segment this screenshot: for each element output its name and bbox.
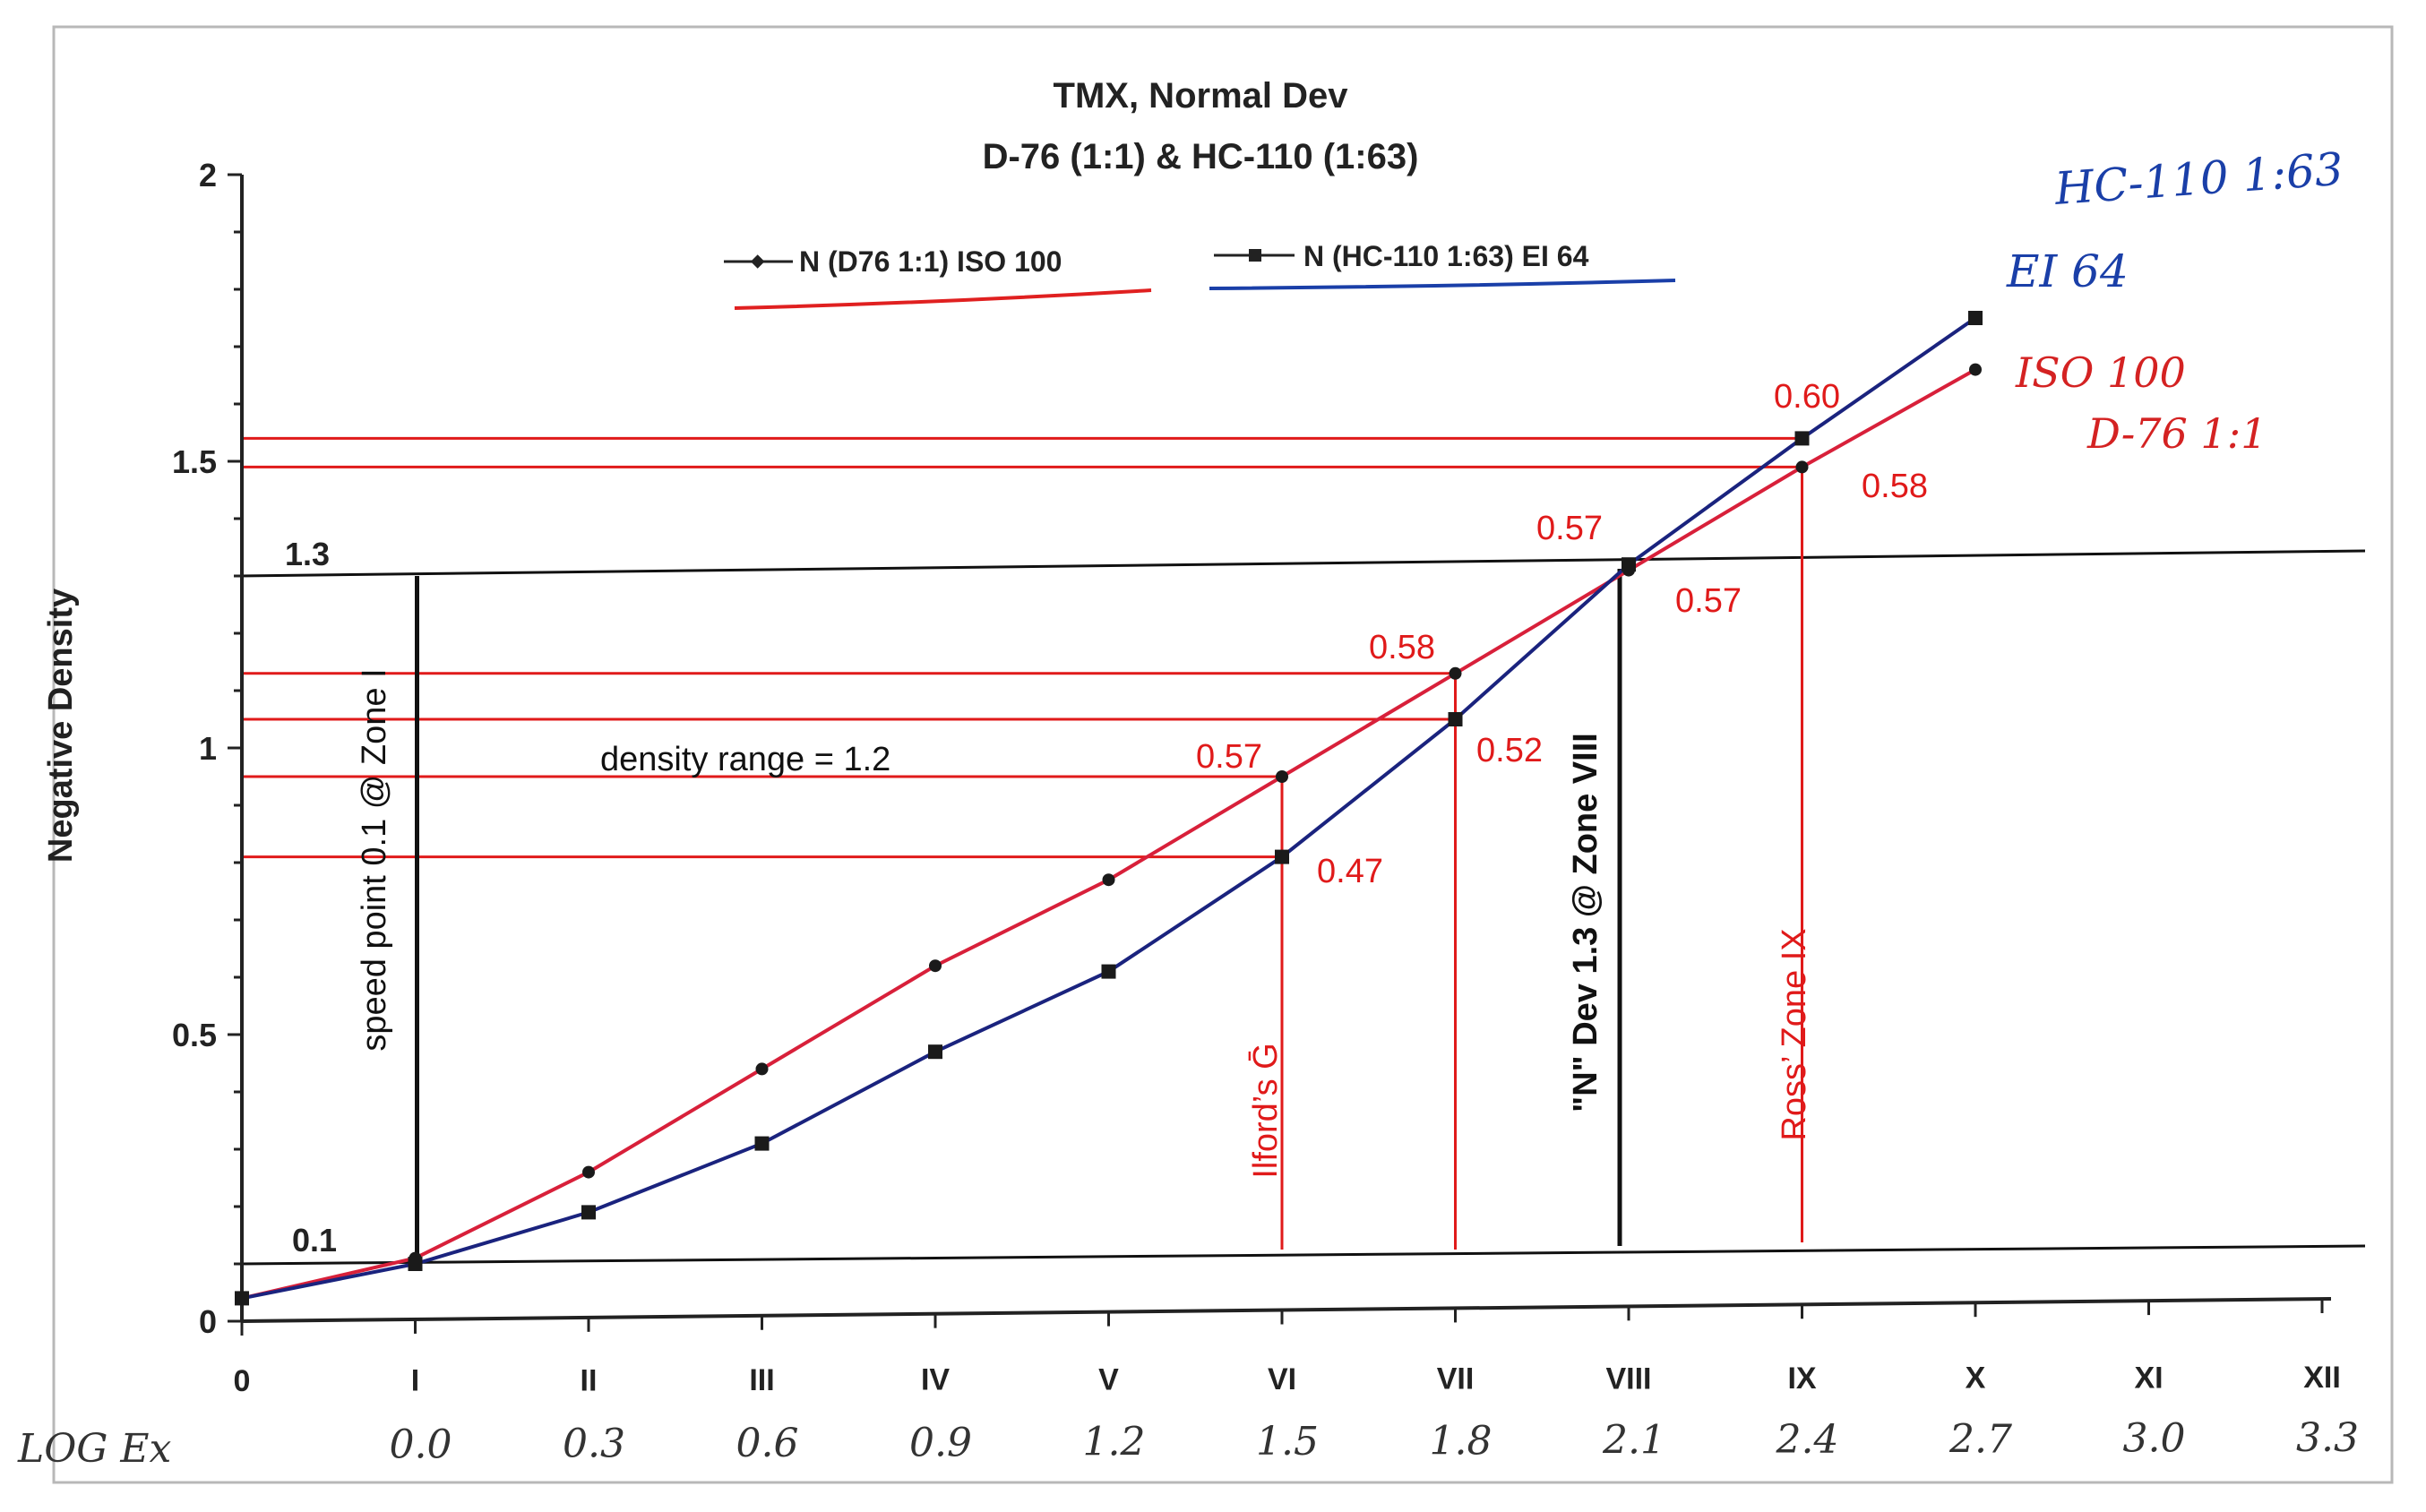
density-range-label: density range = 1.2 [600,741,890,778]
hc110-series-line [241,316,1977,1301]
log-exposure-label: 2.7 [1949,1416,2012,1462]
ross-label: Ross’ Zone IX [1776,928,1813,1140]
log-exposure-label: 1.8 [1430,1418,1493,1464]
handwritten-hc110-note: HC-110 1:63 [2052,143,2345,215]
axes: 0 0.5 1 1.5 2 0 I 0.0 II 0.3 III 0.6 IV 0.9 V 1.2 VI 1.5 V… [172,157,2359,1467]
d76-series-point [929,959,942,973]
d76-series-point [1276,770,1288,783]
chart-subtitle: D-76 (1:1) & HC-110 (1:63) [983,137,1419,176]
x-tick-label: VIII [1605,1362,1651,1396]
gradient-label-hc110-vi: 0.47 [1317,853,1383,890]
ilford-label: Ilford’s Ḡ [1247,1043,1285,1178]
hc110-series-point [1794,431,1810,446]
log-exposure-label: 0.6 [736,1421,799,1466]
hc110-series-point [581,1205,596,1220]
d76-series-line [241,367,1976,1301]
hc110-series-point [408,1257,423,1271]
speed-point-label: speed point 0.1 @ Zone I [356,668,393,1051]
d76-series-point [1102,873,1115,887]
y-tick-label: 1.5 [172,443,217,480]
annotations: 1.3 0.1 density range = 1.2 speed point 0.1… [285,378,1928,1259]
hc110-series-point [754,1136,770,1151]
gradient-label-d76-vi: 0.57 [1196,738,1262,776]
log-exposure-label: 0.3 [563,1422,625,1467]
log-exposure-axis-label: LOG Ex [17,1426,172,1472]
legend-hc110-label: N (HC-110 1:63) EI 64 [1303,240,1589,272]
d76-series-point [1449,666,1462,680]
gradient-label-hc110-vii: 0.52 [1476,732,1543,769]
hc110-series-point [1968,311,1983,325]
log-exposure-label: 0.0 [390,1422,452,1467]
x-tick-label: IX [1787,1362,1816,1396]
handwritten-d76-note: D-76 1:1 [2086,409,2267,458]
log-exposure-label: 2.1 [1602,1418,1665,1464]
hc110-series-point [928,1044,942,1060]
gradient-label-d76-viii: 0.57 [1536,510,1603,547]
x-tick-label: X [1966,1362,1986,1396]
x-tick-label: VII [1437,1362,1475,1396]
d76-series-point [1795,460,1809,474]
hc110-series-point [1275,849,1289,864]
x-tick-label: III [749,1363,774,1397]
chart-title: TMX, Normal Dev [1054,76,1349,116]
log-exposure-label: 3.3 [2296,1415,2359,1461]
legend: N (D76 1:1) ISO 100 N (HC-110 1:63) EI 6… [724,240,1676,310]
gradient-label-d76-vii: 0.58 [1369,629,1435,666]
gradient-label-d76-ix: 0.58 [1862,468,1928,505]
log-exposure-label: 1.2 [1083,1420,1146,1465]
x-tick-label: XII [2303,1361,2341,1395]
legend-d76-underline [734,288,1152,310]
level-label-1-3: 1.3 [285,536,330,572]
handwritten-iso-note: ISO 100 [2015,348,2186,397]
y-axis-label: Negative Density [42,588,80,863]
log-exposure-label: 2.4 [1776,1417,1839,1463]
y-tick-label: 2 [199,157,217,193]
legend-d76-marker [750,254,765,269]
gradient-label-hc110-viii: 0.57 [1675,582,1742,620]
x-tick-label: 0 [234,1364,251,1398]
y-tick-label: 0 [199,1303,217,1340]
d76-series-point [755,1062,769,1076]
hc110-series-point [1622,557,1636,572]
handwritten-ei-note: EI 64 [2006,245,2129,297]
gradient-label-hc110-ix: 0.60 [1774,378,1840,416]
x-tick-label: I [411,1364,419,1398]
legend-hc110-underline [1209,279,1676,290]
hc110-series-point [1448,712,1463,726]
level-label-0-1: 0.1 [292,1222,337,1259]
series [235,311,1983,1306]
scan-frame [52,25,2394,1484]
y-tick-label: 1 [199,730,217,767]
x-tick-label: II [581,1363,598,1397]
log-exposure-label: 0.9 [909,1420,972,1465]
x-axis [241,1297,2332,1323]
log-exposure-label: 1.5 [1256,1419,1319,1465]
log-exposure-label: 3.0 [2123,1416,2186,1462]
d76-series-point [1969,363,1982,376]
legend-d76-label: N (D76 1:1) ISO 100 [799,245,1062,278]
hc110-series-point [1101,964,1116,979]
x-tick-label: V [1098,1362,1119,1396]
hc110-series-point [235,1291,249,1306]
n-dev-label: "N" Dev 1.3 @ Zone VIII [1567,733,1604,1113]
level-line-0-1 [239,1244,2366,1266]
x-tick-label: XI [2134,1361,2163,1395]
d76-series-point [582,1165,595,1179]
legend-hc110-marker [1249,249,1261,262]
level-line-1-3 [239,549,2366,578]
x-tick-label: IV [921,1363,950,1397]
x-tick-label: VI [1268,1362,1296,1396]
guide-lines [239,436,2366,1266]
y-tick-label: 0.5 [172,1017,217,1053]
